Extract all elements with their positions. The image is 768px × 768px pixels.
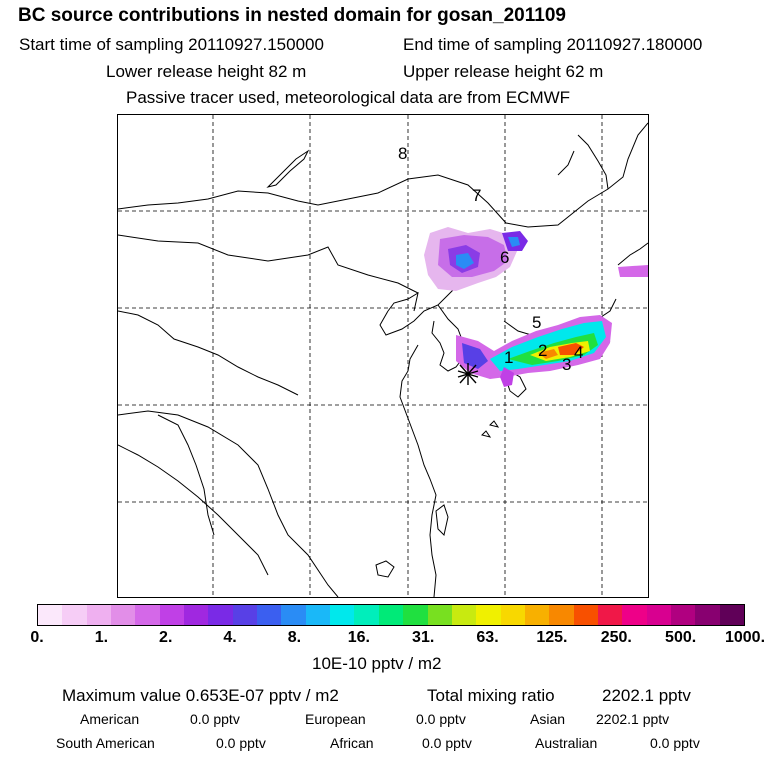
- colorbar-swatch: [524, 605, 550, 625]
- plot-title: BC source contributions in nested domain…: [18, 5, 566, 26]
- colorbar-swatch: [281, 605, 306, 625]
- colorbar-swatch: [719, 605, 744, 625]
- colorbar-swatch: [427, 605, 452, 625]
- colorbar-swatch: [549, 605, 574, 625]
- contribution-value: 0.0 pptv: [416, 711, 466, 727]
- colorbar-swatch: [403, 605, 428, 625]
- colorbar-swatch: [622, 605, 647, 625]
- colorbar-swatch: [305, 605, 331, 625]
- region-label-3: 3: [562, 355, 571, 374]
- region-labels: 1 2 3 4 5 6 7 8: [398, 144, 583, 374]
- colorbar-swatch: [476, 605, 501, 625]
- colorbar-swatch: [451, 605, 477, 625]
- contribution-value: 0.0 pptv: [650, 735, 700, 751]
- colorbar-swatch: [573, 605, 598, 625]
- colorbar-swatch: [354, 605, 379, 625]
- region-label-7: 7: [472, 186, 481, 205]
- colorbar-unit: 10E-10 pptv / m2: [312, 654, 442, 673]
- colorbar-tick-label: 125.: [536, 629, 568, 646]
- contribution-value: 0.0 pptv: [422, 735, 472, 751]
- colorbar-tick-label: 500.: [665, 629, 697, 646]
- region-label-6: 6: [500, 248, 509, 267]
- region-label-8: 8: [398, 144, 407, 163]
- receptor-marker: [457, 363, 479, 385]
- total-mixing-ratio-value: 2202.1 pptv: [602, 686, 691, 705]
- colorbar-swatch: [695, 605, 720, 625]
- colorbar-swatch: [257, 605, 282, 625]
- colorbar-swatch: [62, 605, 87, 625]
- contribution-region: Asian: [530, 711, 566, 727]
- map-panel: 1 2 3 4 5 6 7 8: [117, 114, 649, 598]
- colorbar-tick-label: 63.: [476, 629, 499, 646]
- contribution-region: Australian: [535, 735, 598, 751]
- start-time: Start time of sampling 20110927.150000: [19, 35, 324, 54]
- colorbar-tick-label: 31.: [412, 629, 435, 646]
- colorbar-swatch: [646, 605, 671, 625]
- lower-release-height: Lower release height 82 m: [106, 62, 307, 81]
- map-svg: 1 2 3 4 5 6 7 8: [118, 115, 648, 597]
- upper-release-height: Upper release height 62 m: [403, 62, 604, 81]
- colorbar-tick-label: 0.: [30, 629, 44, 646]
- end-time: End time of sampling 20110927.180000: [403, 35, 703, 54]
- colorbar-swatch: [500, 605, 525, 625]
- colorbar-swatch: [232, 605, 258, 625]
- colorbar-swatch: [135, 605, 160, 625]
- region-label-2: 2: [538, 341, 547, 360]
- tracer-note: Passive tracer used, meteorological data…: [126, 88, 571, 107]
- contribution-region: American: [80, 711, 140, 727]
- colorbar-tick-label: 250.: [600, 629, 632, 646]
- contribution-value: 0.0 pptv: [190, 711, 240, 727]
- colorbar-swatch: [597, 605, 623, 625]
- colorbar: [37, 604, 745, 626]
- region-label-1: 1: [504, 348, 513, 367]
- colorbar-tick-label: 4.: [223, 629, 237, 646]
- colorbar-tick-label: 2.: [159, 629, 173, 646]
- colorbar-swatch: [111, 605, 136, 625]
- contribution-region: African: [330, 735, 374, 751]
- contribution-region: European: [305, 711, 366, 727]
- graticule: [118, 115, 648, 597]
- maximum-value: Maximum value 0.653E-07 pptv / m2: [62, 686, 339, 705]
- colorbar-swatch: [159, 605, 185, 625]
- colorbar-tick-label: 1.: [94, 629, 109, 646]
- contribution-region: South American: [56, 735, 155, 751]
- colorbar-tick-label: 16.: [347, 629, 370, 646]
- total-mixing-ratio-label: Total mixing ratio: [427, 686, 555, 705]
- contribution-value: 0.0 pptv: [216, 735, 266, 751]
- contribution-value: 2202.1 pptv: [596, 711, 670, 727]
- colorbar-swatch: [38, 605, 63, 625]
- concentration-plume: [424, 227, 648, 387]
- colorbar-swatch: [330, 605, 355, 625]
- colorbar-swatch: [378, 605, 404, 625]
- colorbar-swatch: [184, 605, 209, 625]
- colorbar-tick-label: 1000.: [724, 629, 766, 646]
- colorbar-swatch: [208, 605, 233, 625]
- colorbar-tick-label: 8.: [287, 629, 302, 646]
- region-label-4: 4: [574, 343, 583, 362]
- colorbar-swatch: [86, 605, 112, 625]
- colorbar-swatch: [670, 605, 696, 625]
- region-label-5: 5: [532, 313, 541, 332]
